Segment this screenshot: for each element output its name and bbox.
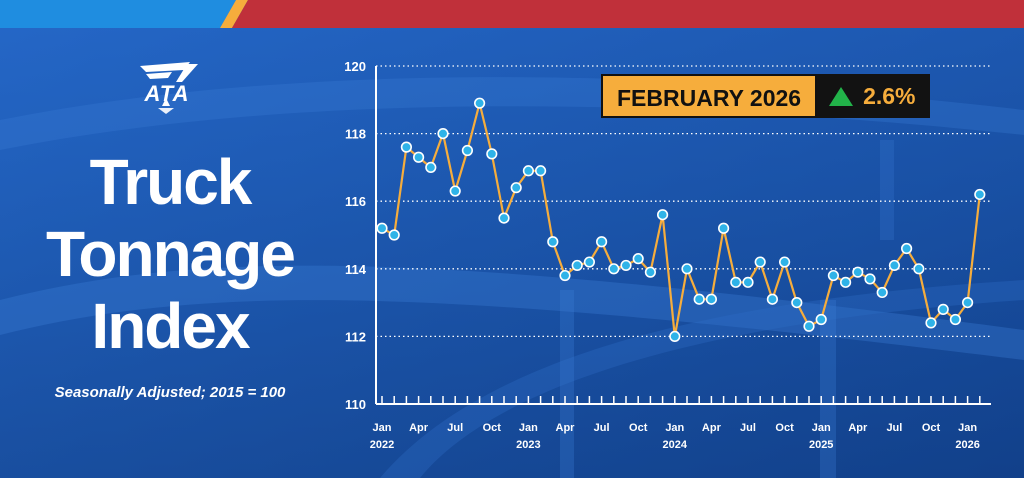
data-point	[913, 263, 925, 275]
data-point	[669, 330, 681, 343]
data-point	[876, 286, 888, 299]
data-point	[534, 165, 547, 177]
change-badge: FEBRUARY 2026 2.6%	[601, 74, 930, 118]
y-tick-label: 116	[345, 194, 366, 209]
data-point	[839, 276, 852, 288]
y-tick-label: 112	[345, 329, 366, 344]
data-point	[595, 236, 608, 248]
data-point	[791, 297, 803, 309]
x-tick-month: Apr	[848, 422, 868, 434]
title-line-2: Tonnage	[46, 218, 296, 290]
data-point	[693, 293, 705, 305]
x-tick-month: Jan	[665, 422, 684, 434]
data-point	[949, 313, 962, 326]
subtitle: Seasonally Adjusted; 2015 = 100	[54, 384, 286, 401]
x-tick-month: Jul	[594, 422, 610, 434]
data-point	[961, 297, 974, 309]
data-point	[449, 185, 461, 197]
data-point	[730, 276, 742, 288]
y-tick-label: 114	[345, 262, 367, 277]
data-point	[681, 263, 693, 275]
data-point	[400, 141, 413, 153]
data-point	[644, 266, 657, 278]
data-point	[632, 253, 644, 265]
data-point	[827, 269, 840, 282]
x-tick-month: Oct	[483, 422, 502, 434]
x-tick-month: Apr	[702, 422, 722, 434]
y-tick-label: 120	[344, 59, 366, 74]
data-point	[815, 313, 827, 326]
data-point	[510, 182, 522, 194]
y-tick-label: 110	[345, 397, 366, 412]
x-tick-month: Oct	[922, 422, 941, 434]
data-point	[559, 269, 571, 282]
data-point	[388, 229, 400, 241]
data-point	[474, 97, 486, 109]
x-tick-month: Jul	[740, 422, 756, 434]
badge-month-label: FEBRUARY 2026	[601, 74, 818, 118]
axes	[375, 66, 991, 405]
data-point	[583, 256, 596, 268]
data-point	[413, 151, 425, 163]
x-tick-labels: Jan 2022 Apr Jul Oct Jan 2023 Apr Jul Oct Jan 2024 A…	[370, 422, 980, 451]
data-points	[376, 97, 986, 343]
data-point	[778, 256, 791, 268]
logo-text: ATA	[144, 81, 190, 106]
title-line-3: Index	[91, 290, 250, 362]
x-tick-year: 2024	[663, 439, 688, 451]
tonnage-line	[381, 102, 981, 338]
data-point	[705, 293, 718, 305]
x-tick-month: Apr	[409, 422, 429, 434]
x-tick-month: Jan	[519, 422, 538, 434]
series-line	[381, 102, 981, 338]
data-point	[925, 317, 937, 329]
data-point	[864, 273, 876, 285]
top-stripe	[0, 0, 1024, 28]
x-tick-month: Oct	[775, 422, 794, 434]
data-point	[571, 259, 583, 272]
x-tick-year: 2026	[955, 439, 979, 451]
data-point	[437, 128, 449, 140]
data-point	[486, 148, 498, 160]
badge-change-value: 2.6%	[863, 83, 916, 109]
data-point	[937, 303, 949, 315]
data-point	[656, 209, 669, 221]
data-point	[376, 222, 388, 234]
data-point	[608, 263, 620, 275]
data-point	[900, 242, 913, 255]
data-point	[425, 161, 437, 173]
up-arrow-icon	[829, 86, 854, 106]
x-tick-month: Oct	[629, 422, 648, 434]
data-point	[522, 165, 535, 177]
data-point	[754, 256, 766, 268]
x-tick-month: Apr	[556, 422, 576, 434]
data-point	[717, 222, 730, 234]
title-line-1: Truck	[89, 146, 253, 218]
x-tick-month: Jan	[812, 422, 831, 434]
badge-change-box: 2.6%	[817, 74, 930, 118]
x-tick-month: Jan	[958, 422, 977, 434]
data-point	[888, 259, 901, 272]
x-tick-year: 2022	[370, 439, 394, 451]
x-tick-year: 2023	[516, 439, 540, 451]
data-point	[498, 212, 510, 224]
y-tick-labels: 110 112 114 116 118 120	[344, 59, 366, 412]
data-point	[974, 188, 986, 201]
data-point	[852, 266, 864, 278]
x-tick-year: 2025	[809, 439, 833, 451]
ata-logo-icon	[140, 62, 198, 114]
x-tick-month: Jan	[373, 422, 392, 434]
data-point	[547, 236, 559, 248]
x-tick-month: Jul	[886, 422, 902, 434]
data-point	[461, 144, 474, 157]
y-tick-label: 118	[345, 127, 366, 142]
data-point	[620, 259, 632, 272]
data-point	[803, 320, 815, 332]
data-point	[766, 293, 779, 305]
data-point	[742, 276, 754, 288]
x-tick-month: Jul	[447, 422, 463, 434]
